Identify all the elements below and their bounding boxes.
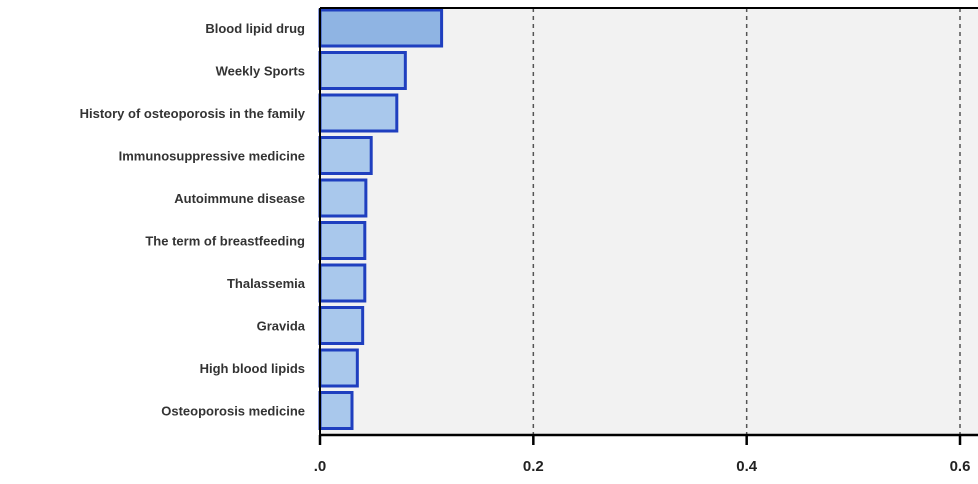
bar-0 [318, 8, 444, 48]
bar-5 [318, 221, 367, 260]
bar-8 [318, 348, 359, 388]
category-label-2: History of osteoporosis in the family [80, 106, 306, 121]
category-label-7: Gravida [257, 319, 306, 334]
bar-2 [318, 93, 399, 133]
bar-9 [318, 391, 354, 430]
x-tick-labels: .0 0.2 0.4 0.6 [314, 458, 971, 475]
bar-4 [318, 178, 368, 218]
category-label-5: The term of breastfeeding [145, 234, 305, 249]
category-label-0: Blood lipid drug [205, 21, 305, 36]
bar-1 [318, 51, 407, 90]
bar-6 [318, 263, 367, 303]
category-label-1: Weekly Sports [216, 64, 305, 79]
x-tick-label-2: 0.4 [736, 458, 758, 475]
x-tick-label-3: 0.6 [950, 458, 971, 475]
category-label-3: Immunosuppressive medicine [119, 149, 305, 164]
category-labels: Blood lipid drug Weekly Sports History of … [80, 21, 306, 419]
bar-7 [318, 306, 365, 345]
category-label-6: Thalassemia [227, 276, 306, 291]
plot-background [320, 8, 978, 435]
category-label-4: Autoimmune disease [174, 191, 305, 206]
category-label-8: High blood lipids [200, 361, 305, 376]
category-label-9: Osteoporosis medicine [161, 404, 305, 419]
bar-3 [318, 136, 373, 175]
x-tick-label-1: 0.2 [523, 458, 544, 475]
axes [318, 7, 978, 445]
x-tick-label-0: .0 [314, 458, 327, 475]
gridlines [532, 8, 961, 435]
